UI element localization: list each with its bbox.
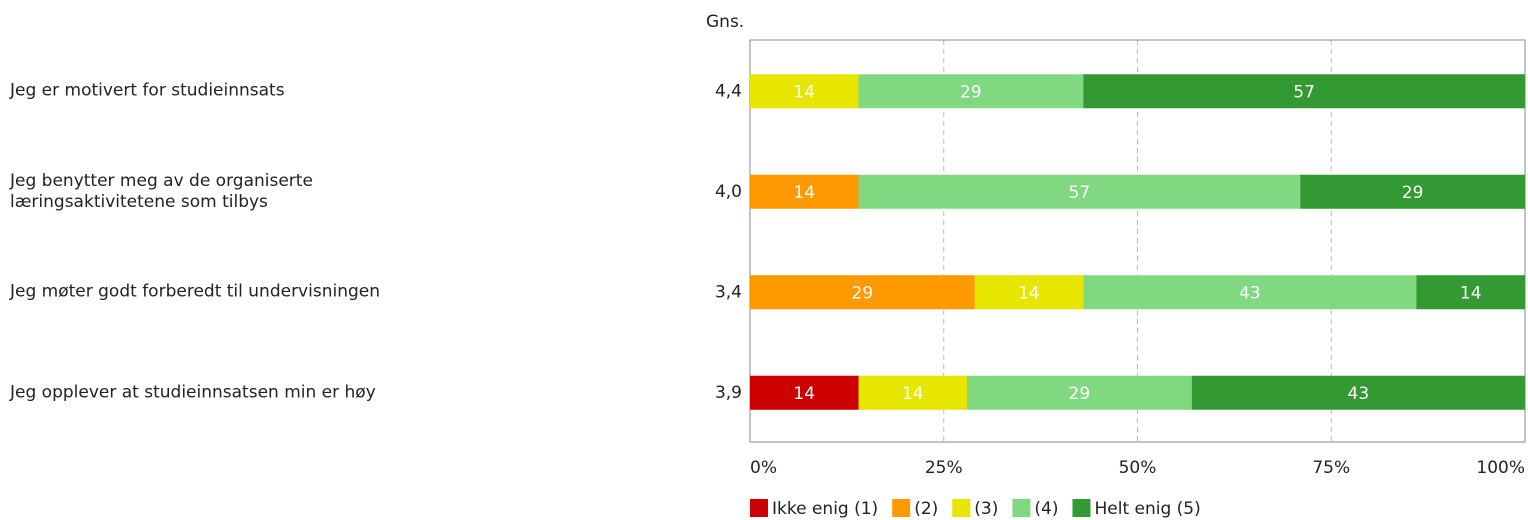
bar-value-label: 14 xyxy=(902,384,924,404)
bar-segment xyxy=(1191,375,1525,410)
bar-value-label: 43 xyxy=(1239,283,1261,303)
bar-value-label: 29 xyxy=(1402,183,1424,203)
x-tick-label: 50% xyxy=(1119,458,1157,478)
category-label: Jeg møter godt forberedt til undervisnin… xyxy=(10,281,380,302)
bar-value-label: 14 xyxy=(1460,283,1482,303)
legend-swatch xyxy=(892,499,911,517)
legend-label: (4) xyxy=(1034,499,1058,519)
bar-value-label: 14 xyxy=(1018,283,1040,303)
legend-label: Ikke enig (1) xyxy=(772,499,878,519)
bar-segment xyxy=(974,275,1084,310)
legend-label: Helt enig (5) xyxy=(1094,499,1200,519)
average-label: 4,4 xyxy=(715,81,742,101)
legend-label: (3) xyxy=(974,499,998,519)
average-label: 3,9 xyxy=(715,383,742,403)
bar-segment xyxy=(1300,174,1525,209)
bar-segment xyxy=(750,74,859,109)
legend-swatch xyxy=(1072,499,1091,517)
bar-value-label: 29 xyxy=(852,283,874,303)
average-label: 4,0 xyxy=(715,182,742,202)
average-label: 3,4 xyxy=(715,282,742,302)
legend-swatch xyxy=(1012,499,1031,517)
x-tick-label: 0% xyxy=(750,458,777,478)
bar-segment xyxy=(858,375,967,410)
average-header: Gns. xyxy=(706,12,744,32)
x-tick-label: 25% xyxy=(925,458,963,478)
bar-value-label: 14 xyxy=(793,82,815,102)
bar-segment xyxy=(1416,275,1525,310)
legend-label: (2) xyxy=(914,499,938,519)
legend-swatch xyxy=(750,499,768,517)
bar-segment xyxy=(967,375,1192,410)
plot-border xyxy=(749,39,1526,443)
legend-swatch xyxy=(952,499,971,517)
bar-value-label: 57 xyxy=(1069,183,1091,203)
bar-value-label: 43 xyxy=(1348,384,1370,404)
bar-segment xyxy=(1083,74,1525,109)
category-label: Jeg er motivert for studieinnsats xyxy=(10,80,285,101)
x-tick-label: 75% xyxy=(1312,458,1350,478)
bar-segment xyxy=(858,74,1084,109)
bar-segment xyxy=(750,375,859,410)
bar-segment xyxy=(750,275,975,310)
bar-value-label: 14 xyxy=(793,183,815,203)
bar-value-label: 29 xyxy=(960,82,982,102)
bar-segment xyxy=(858,174,1301,209)
bar-value-label: 29 xyxy=(1069,384,1091,404)
category-label: Jeg opplever at studieinnsatsen min er h… xyxy=(10,382,376,403)
bar-value-label: 57 xyxy=(1293,82,1315,102)
bar-segment xyxy=(1083,275,1417,310)
bar-value-label: 14 xyxy=(793,384,815,404)
x-tick-label: 100% xyxy=(1476,458,1525,478)
category-label: Jeg benytter meg av de organiserte lærin… xyxy=(10,170,313,212)
bar-segment xyxy=(750,174,859,209)
